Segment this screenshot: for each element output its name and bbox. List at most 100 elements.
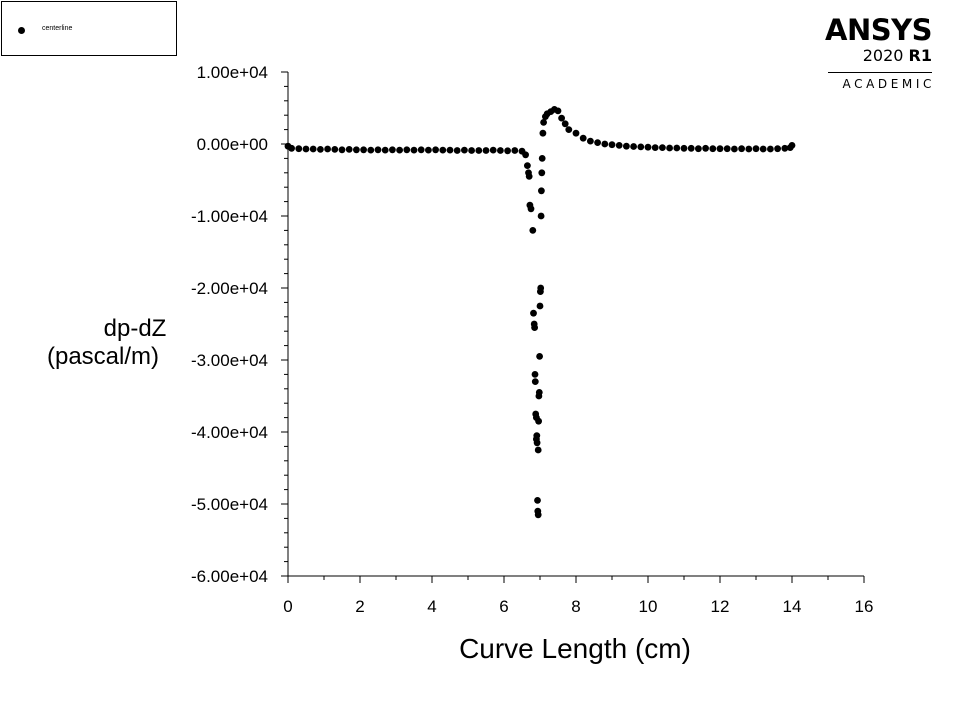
data-point xyxy=(687,144,695,152)
brand-name: ANSYS xyxy=(825,13,933,47)
data-point xyxy=(536,302,544,310)
data-point xyxy=(637,143,645,151)
data-point xyxy=(374,146,382,154)
data-point xyxy=(608,141,616,149)
data-point xyxy=(309,145,317,153)
data-point xyxy=(417,146,425,154)
legend: centerline xyxy=(1,1,177,56)
data-point xyxy=(767,145,774,153)
data-point xyxy=(489,146,497,154)
y-axis-label-line1: dp-dZ xyxy=(104,315,167,342)
data-point xyxy=(527,205,535,213)
y-axis-ticks: 1.00e+04 0.00e+00 -1.00e+04 -2.00e+04 -3.00e… xyxy=(191,63,288,586)
data-point xyxy=(630,143,637,150)
x-tick-label: 6 xyxy=(499,597,508,616)
data-point xyxy=(538,155,546,162)
data-point xyxy=(453,147,461,154)
data-point xyxy=(534,446,542,454)
data-point xyxy=(554,107,562,115)
data-point xyxy=(524,162,531,170)
data-point xyxy=(788,142,796,149)
data-point xyxy=(623,142,630,150)
data-point xyxy=(702,144,709,152)
data-point xyxy=(396,146,403,154)
x-tick-label: 14 xyxy=(783,597,802,616)
x-tick-label: 0 xyxy=(283,597,292,616)
y-tick-label: 0.00e+00 xyxy=(197,135,268,154)
data-point xyxy=(644,143,652,151)
y-tick-label: 1.00e+04 xyxy=(197,63,268,82)
data-point xyxy=(439,146,447,154)
ansys-brand-mark: ANSYS 2020 R1 ACADEMIC xyxy=(822,13,935,91)
y-tick-label: -2.00e+04 xyxy=(191,279,268,298)
data-point xyxy=(538,187,545,195)
data-point xyxy=(695,145,702,153)
y-tick-label: -5.00e+04 xyxy=(191,495,268,514)
data-point xyxy=(381,146,389,154)
data-point xyxy=(468,147,475,154)
data-point xyxy=(572,129,580,137)
x-tick-label: 4 xyxy=(427,597,436,616)
data-point xyxy=(446,146,454,154)
data-point xyxy=(615,142,623,149)
data-point xyxy=(538,169,546,177)
data-point xyxy=(673,144,681,152)
data-point xyxy=(558,114,565,122)
data-point xyxy=(759,145,767,153)
data-point xyxy=(475,147,483,154)
data-point xyxy=(410,146,418,154)
data-point xyxy=(531,378,539,385)
data-point xyxy=(539,129,547,137)
data-point xyxy=(295,145,303,153)
data-point xyxy=(389,146,396,154)
brand-version-line: 2020 R1 xyxy=(822,46,932,66)
data-point xyxy=(530,309,537,317)
x-tick-label: 10 xyxy=(639,597,658,616)
data-point xyxy=(535,417,542,425)
data-point xyxy=(533,439,541,447)
y-tick-label: -4.00e+04 xyxy=(191,423,268,442)
data-point xyxy=(345,146,353,153)
data-point xyxy=(565,126,573,133)
x-tick-label: 12 xyxy=(711,597,730,616)
data-point xyxy=(338,146,346,154)
data-point xyxy=(302,145,310,153)
y-tick-label: -6.00e+04 xyxy=(191,567,268,586)
data-point xyxy=(540,119,547,126)
data-point xyxy=(716,145,724,153)
data-point xyxy=(432,146,439,154)
data-point xyxy=(511,147,519,154)
x-tick-label: 8 xyxy=(571,597,580,616)
data-point xyxy=(367,146,375,154)
data-point xyxy=(403,146,411,154)
legend-marker xyxy=(18,27,25,34)
data-point xyxy=(288,144,295,152)
data-point xyxy=(745,145,753,153)
data-point xyxy=(533,432,541,439)
data-point xyxy=(504,147,511,155)
x-axis-label: Curve Length (cm) xyxy=(459,633,691,664)
data-point xyxy=(353,146,360,154)
x-tick-label: 16 xyxy=(855,597,874,616)
data-point xyxy=(525,173,533,180)
legend-label: centerline xyxy=(42,25,73,32)
data-point xyxy=(425,146,432,154)
data-point xyxy=(461,146,468,154)
data-point xyxy=(535,389,543,396)
data-point xyxy=(666,144,673,152)
data-point xyxy=(531,324,538,331)
y-tick-label: -1.00e+04 xyxy=(191,207,268,226)
data-point xyxy=(594,139,601,147)
brand-edition: ACADEMIC xyxy=(842,77,935,91)
x-axis-ticks: 0 2 4 6 8 10 12 14 16 xyxy=(283,576,873,616)
data-point xyxy=(529,227,537,234)
data-point xyxy=(534,511,542,519)
data-point xyxy=(709,145,717,153)
data-point xyxy=(537,284,545,292)
data-point xyxy=(331,146,339,153)
data-point xyxy=(324,145,331,153)
data-point xyxy=(774,145,781,153)
data-point xyxy=(587,137,594,145)
data-point xyxy=(561,120,569,128)
